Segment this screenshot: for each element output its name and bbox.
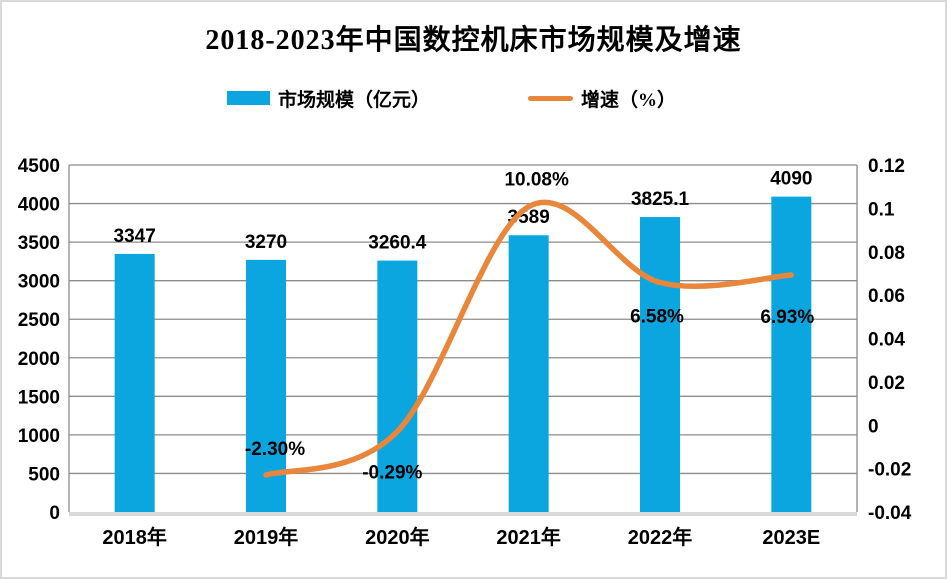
x-axis-label: 2018年: [102, 525, 167, 549]
left-axis-tick: 1000: [18, 426, 60, 447]
growth-rate-line: [263, 199, 795, 478]
legend-item-market-size: 市场规模（亿元）: [227, 84, 430, 112]
legend-label-market-size: 市场规模（亿元）: [278, 89, 431, 111]
bar-2018年: [114, 253, 155, 512]
left-axis-tick: 0: [49, 503, 60, 524]
left-axis-tick: 3500: [18, 233, 60, 254]
left-axis-tick: 1500: [18, 387, 60, 408]
growth-value-label: 6.93%: [760, 307, 814, 328]
bar-2023E: [771, 196, 812, 513]
line-swatch-icon: [528, 95, 573, 101]
left-axis-tick: 500: [28, 464, 60, 485]
bar-value-label: 4090: [770, 169, 812, 190]
chart-legend: 市场规模（亿元） 增速（%）: [2, 84, 945, 112]
growth-value-label: 6.58%: [630, 307, 684, 328]
legend-label-growth-rate: 增速（%）: [581, 89, 677, 111]
growth-value-label: -2.30%: [245, 439, 305, 460]
chart-title: 2018-2023年中国数控机床市场规模及增速: [205, 25, 742, 56]
right-axis-tick: 0.02: [868, 373, 905, 394]
bar-value-label: 3825.1: [631, 189, 690, 210]
x-axis-label: 2022年: [628, 525, 693, 549]
bar-2022年: [640, 217, 680, 512]
x-axis-label: 2023E: [762, 527, 820, 549]
bar-2021年: [508, 235, 549, 512]
right-axis-tick: 0.1: [868, 199, 895, 220]
bar-value-label: 3347: [114, 226, 156, 247]
right-axis-tick: -0.02: [868, 460, 911, 481]
right-axis-tick: 0.08: [868, 243, 905, 264]
right-axis-tick: 0.12: [868, 156, 905, 177]
left-axis-tick: 4000: [18, 195, 60, 216]
left-axis-tick: 4500: [18, 156, 60, 177]
left-axis-tick: 3000: [18, 272, 60, 293]
growth-value-label: -0.29%: [362, 463, 422, 484]
x-axis-label: 2020年: [365, 525, 430, 549]
right-axis-tick: 0.04: [868, 330, 905, 351]
right-axis-tick: 0.06: [868, 286, 905, 307]
growth-value-label: 10.08%: [504, 170, 569, 191]
legend-item-growth-rate: 增速（%）: [528, 84, 676, 112]
right-axis-tick: -0.04: [868, 503, 912, 524]
left-axis-tick: 2500: [18, 310, 60, 331]
bar-value-label: 3260.4: [368, 233, 427, 254]
bar-2020年: [377, 260, 418, 512]
left-axis-tick: 2000: [18, 349, 60, 370]
x-axis-label: 2019年: [234, 525, 299, 549]
bar-value-label: 3270: [245, 232, 287, 253]
x-axis-label: 2021年: [496, 525, 561, 549]
right-axis-tick: 0: [868, 416, 879, 437]
bar-swatch-icon: [227, 91, 270, 105]
